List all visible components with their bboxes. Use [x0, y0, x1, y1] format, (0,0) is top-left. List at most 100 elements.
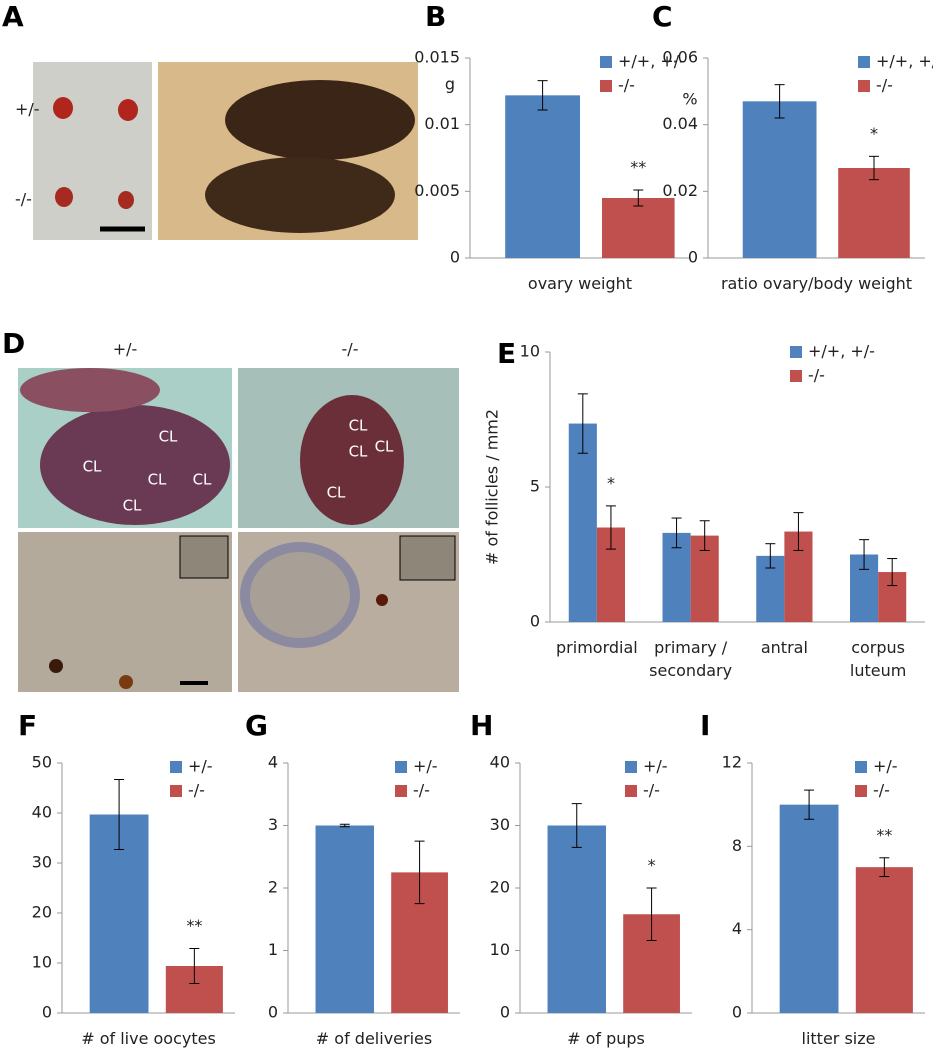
y-tick-label: 12: [722, 753, 742, 772]
bar: [315, 825, 374, 1013]
bar: [838, 168, 910, 258]
y-tick-label: 0.06: [662, 48, 698, 67]
x-tick-label: ratio ovary/body weight: [720, 274, 913, 293]
significance: *: [870, 124, 878, 143]
region-label: CL: [349, 443, 368, 461]
bar: [547, 825, 606, 1013]
legend-swatch: [600, 56, 612, 68]
legend-label: -/-: [413, 781, 430, 800]
legend-swatch: [790, 370, 802, 382]
legend-swatch: [395, 785, 407, 797]
column-label: -/-: [342, 340, 359, 359]
y-tick-label: 50: [32, 753, 52, 772]
legend-label: -/-: [643, 781, 660, 800]
x-tick-label: # of deliveries: [315, 1029, 433, 1048]
tissue: [300, 395, 404, 525]
y-tick-label: 20: [490, 878, 510, 897]
ovary: [118, 191, 134, 209]
significance: **: [876, 825, 892, 844]
x-tick-label: # of live oocytes: [81, 1029, 216, 1048]
legend-label: +/-: [188, 757, 213, 776]
region-label: CL: [193, 471, 212, 489]
column-label: +/-: [113, 340, 138, 359]
ovary: [118, 99, 138, 121]
y-tick-label: 30: [490, 815, 510, 834]
oocyte: [49, 659, 63, 673]
follicle: [240, 542, 360, 648]
mouse: [205, 157, 395, 233]
legend-swatch: [625, 761, 637, 773]
region-label: CL: [349, 417, 368, 435]
legend-label: -/-: [873, 781, 890, 800]
legend-swatch: [170, 761, 182, 773]
legend-swatch: [625, 785, 637, 797]
legend-label: +/-: [413, 757, 438, 776]
y-tick-label: 0.015: [414, 48, 460, 67]
y-tick-label: 0.04: [662, 114, 698, 133]
panel-letter: B: [425, 0, 446, 33]
legend-label: +/-: [873, 757, 898, 776]
y-tick-label: 0: [450, 248, 460, 267]
legend-swatch: [790, 346, 802, 358]
y-tick-label: 0: [732, 1003, 742, 1022]
legend-label: +/-: [643, 757, 668, 776]
y-tick-label: 3: [268, 815, 278, 834]
inset: [179, 535, 229, 579]
y-tick-label: 4: [732, 919, 742, 938]
significance: **: [186, 916, 202, 935]
bar: [602, 198, 675, 258]
y-axis-label: # of follicles / mm2: [483, 409, 502, 565]
y-tick-label: 0.01: [424, 114, 460, 133]
x-tick-label: primary / secondary: [649, 638, 733, 680]
y-tick-label: 0: [688, 248, 698, 267]
legend-label: +/+, +/-: [808, 342, 875, 361]
panel-letter: A: [2, 0, 24, 33]
x-tick-label: # of pups: [567, 1029, 645, 1048]
y-axis-label: %: [682, 90, 697, 109]
y-tick-label: 0: [42, 1003, 52, 1022]
panel-letter: F: [18, 709, 37, 742]
panel-letter: H: [470, 709, 493, 742]
region-label: CL: [123, 497, 142, 515]
significance: **: [630, 158, 646, 177]
oocyte: [376, 594, 388, 606]
y-axis-label: g: [445, 75, 455, 94]
legend-label: -/-: [876, 76, 893, 95]
legend-swatch: [600, 80, 612, 92]
panel-letter: D: [2, 327, 25, 360]
legend-swatch: [170, 785, 182, 797]
significance: *: [607, 473, 615, 492]
y-tick-label: 4: [268, 753, 278, 772]
region-label: CL: [159, 428, 178, 446]
y-tick-label: 0: [500, 1003, 510, 1022]
bar: [742, 101, 817, 258]
y-tick-label: 40: [490, 753, 510, 772]
inset: [399, 535, 456, 581]
y-tick-label: 0.005: [414, 181, 460, 200]
x-tick-label: primordial: [556, 638, 638, 657]
x-tick-label: corpus luteum: [849, 638, 907, 680]
panel-letter: G: [245, 709, 268, 742]
legend-swatch: [855, 761, 867, 773]
y-tick-label: 8: [732, 836, 742, 855]
region-label: CL: [375, 438, 394, 456]
legend-label: +/+, +/-: [618, 52, 685, 71]
legend-swatch: [858, 80, 870, 92]
mouse: [225, 80, 415, 160]
legend-label: -/-: [188, 781, 205, 800]
row-label: +/-: [15, 100, 40, 119]
panel-letter: I: [700, 709, 710, 742]
y-tick-label: 30: [32, 853, 52, 872]
legend-label: -/-: [618, 76, 635, 95]
row-label: -/-: [15, 190, 32, 209]
ovary: [55, 187, 73, 207]
region-label: CL: [327, 484, 346, 502]
y-tick-label: 10: [520, 342, 540, 361]
tissue: [40, 405, 230, 525]
region-label: CL: [83, 458, 102, 476]
tissue: [20, 368, 160, 412]
bar: [505, 95, 580, 258]
legend-label: +/+, +/-: [876, 52, 933, 71]
oocyte: [119, 675, 133, 689]
ovary: [53, 97, 73, 119]
